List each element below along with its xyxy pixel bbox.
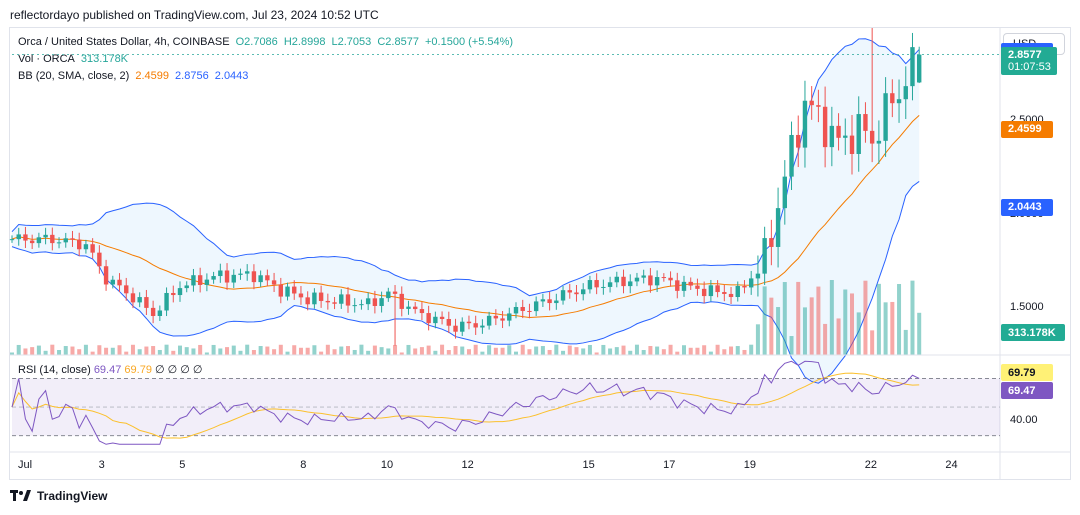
publisher-credit: reflectordayo published on TradingView.c…: [10, 8, 379, 22]
bb-upper-value: 2.8756: [175, 70, 209, 82]
time-tick-label: 12: [461, 459, 474, 471]
ohlc-open: O2.7086: [235, 36, 278, 48]
volume-legend: Vol · ORCA 313.178K: [18, 51, 131, 68]
time-tick-label: 5: [179, 459, 186, 471]
bb-mid-value: 2.4599: [135, 70, 169, 82]
bb-lower-value: 2.0443: [214, 70, 249, 82]
symbol-title[interactable]: Orca / United States Dollar, 4h, COINBAS…: [18, 36, 230, 48]
price-tick-label: 1.5000: [1010, 301, 1044, 314]
price-tag: 313.178K: [1001, 324, 1065, 341]
ohlc-close: C2.8577: [377, 36, 419, 48]
rsi-value: 69.47: [93, 364, 122, 376]
ohlc-high: H2.8998: [283, 36, 326, 48]
price-tag: 2.0443: [1001, 198, 1053, 216]
ohlc-change: +0.1500 (+5.54%): [425, 36, 514, 48]
bb-legend: BB (20, SMA, close, 2) 2.4599 2.8756 2.0…: [18, 68, 251, 85]
volume-value: 313.178K: [80, 53, 129, 65]
ohlc-low: L2.7053: [331, 36, 372, 48]
rsi-empty-values: ∅ ∅ ∅ ∅: [155, 364, 203, 376]
rsi-tick-label: 40.00: [1010, 414, 1038, 427]
time-tick-label: 10: [380, 459, 394, 471]
countdown-timer: 01:07:53: [1008, 60, 1051, 73]
rsi-label[interactable]: RSI (14, close): [18, 364, 91, 376]
rsi-tag: 69.47: [1001, 382, 1053, 399]
time-tick-label: 3: [98, 459, 105, 471]
brand-name: TradingView: [37, 489, 108, 503]
volume-label[interactable]: Vol · ORCA: [18, 53, 75, 65]
tradingview-brand[interactable]: TradingView: [10, 489, 107, 503]
bb-label[interactable]: BB (20, SMA, close, 2): [18, 70, 130, 82]
time-tick-label: 17: [663, 459, 676, 471]
symbol-legend: Orca / United States Dollar, 4h, COINBAS…: [18, 34, 516, 51]
time-tick-label: Jul: [18, 459, 33, 471]
time-tick-label: 19: [743, 459, 756, 471]
price-tag-value: 2.8577: [1008, 48, 1042, 61]
rsi-legend: RSI (14, close) 69.47 69.79 ∅ ∅ ∅ ∅: [18, 363, 203, 376]
tradingview-logo-icon: [10, 490, 31, 501]
time-tick-label: 24: [945, 459, 958, 471]
price-tag: 2.4599: [1001, 120, 1053, 138]
rsi-ma-value: 69.79: [124, 364, 152, 376]
time-tick-label: 22: [864, 459, 877, 471]
time-tick-label: 8: [300, 459, 307, 471]
price-tag: 2.8577 01:07:53: [1001, 46, 1057, 75]
time-tick-label: 15: [582, 459, 595, 471]
rsi-tag: 69.79: [1001, 364, 1053, 381]
chart-frame: [9, 27, 1071, 480]
